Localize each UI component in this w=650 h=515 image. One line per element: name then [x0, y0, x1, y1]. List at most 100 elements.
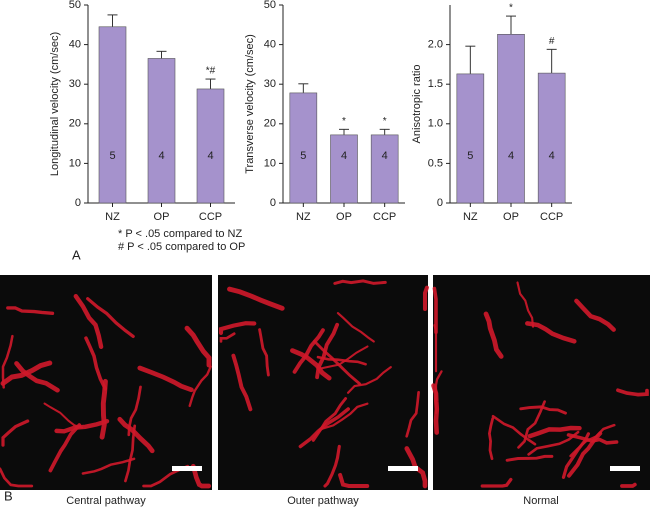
y-tick-label: 50: [264, 0, 276, 11]
y-axis-label: Anisotropic ratio: [411, 65, 423, 144]
stain-streak: [81, 457, 136, 475]
stain-streak: [519, 405, 567, 415]
stain-streak: [316, 355, 367, 366]
stain-streak: [422, 285, 429, 312]
stain-streak: [483, 311, 504, 359]
stain-streak: [43, 402, 84, 429]
y-tick-label: 0.5: [428, 157, 443, 169]
footnote: * P < .05 compared to NZ: [118, 228, 243, 240]
stain-streak: [491, 414, 537, 446]
x-tick-label: NZ: [105, 211, 120, 223]
bar-label: 4: [508, 150, 514, 162]
stain-streak: [404, 446, 428, 489]
panel-label: B: [4, 488, 13, 503]
stain-streak: [336, 312, 375, 343]
stain-streak: [117, 416, 155, 454]
significance-marker: *: [383, 116, 387, 127]
x-tick-label: CCP: [373, 211, 396, 223]
stain-streak: [184, 325, 212, 368]
stain-streak: [480, 477, 513, 488]
x-tick-label: NZ: [463, 211, 478, 223]
stain-streak: [432, 286, 438, 335]
y-tick-label: 1.0: [428, 118, 443, 130]
bar-label: 4: [341, 150, 347, 162]
stain-streak: [0, 360, 53, 386]
y-tick-label: 20: [69, 118, 81, 130]
y-tick-label: 30: [69, 78, 81, 90]
bar: [330, 134, 358, 204]
stain-streak: [566, 431, 603, 478]
bar-label: 5: [467, 150, 473, 162]
stain-streak: [574, 298, 616, 332]
stain-streak: [258, 328, 270, 377]
y-tick-label: 40: [69, 39, 81, 51]
x-tick-label: CCP: [199, 211, 222, 223]
stain-streak: [86, 297, 135, 339]
stain-streak: [488, 417, 495, 461]
stain-streak: [561, 432, 591, 479]
bar-label: 4: [207, 150, 213, 162]
stain-streak: [505, 454, 554, 462]
significance-marker: *: [342, 116, 346, 127]
stain-streak: [292, 328, 325, 374]
y-tick-label: 40: [264, 39, 276, 51]
y-tick-label: 0: [437, 197, 443, 209]
x-tick-label: OP: [336, 211, 352, 223]
bar: [98, 26, 127, 204]
stain-streak: [0, 467, 34, 488]
micrograph: [218, 275, 428, 490]
stain-streak: [48, 423, 82, 473]
significance-marker: *#: [206, 66, 216, 77]
stain-streak: [1, 419, 30, 447]
stain-streak: [6, 306, 55, 315]
bar: [497, 34, 525, 204]
bar-label: 5: [300, 150, 306, 162]
footnote: # P < .05 compared to OP: [118, 241, 245, 253]
bar-label: 5: [109, 150, 115, 162]
significance-marker: #: [549, 36, 555, 47]
image-caption: Normal: [523, 495, 558, 507]
stain-streak: [219, 332, 236, 343]
micrograph: [433, 275, 650, 490]
stain-streak: [405, 390, 420, 438]
stain-streak: [517, 400, 546, 449]
significance-marker: *: [509, 3, 513, 14]
bar-label: 4: [158, 150, 164, 162]
y-tick-label: 0: [270, 197, 276, 209]
stain-streak: [127, 385, 142, 437]
stain-streak: [323, 444, 341, 488]
y-tick-label: 1.5: [428, 78, 443, 90]
stain-streak: [231, 353, 253, 412]
stain-streak: [218, 321, 257, 335]
image-caption: Central pathway: [66, 495, 146, 507]
stain-streak: [190, 463, 212, 489]
scale-bar: [388, 466, 418, 471]
y-tick-label: 0: [75, 197, 81, 209]
y-tick-label: 10: [69, 157, 81, 169]
stain-streak: [616, 388, 649, 397]
scale-bar: [610, 466, 640, 471]
image-caption: Outer pathway: [287, 495, 359, 507]
stain-streak: [1, 334, 14, 389]
y-tick-label: 20: [264, 118, 276, 130]
stain-streak: [73, 293, 104, 350]
stain-streak: [14, 361, 60, 393]
bar: [370, 134, 399, 204]
stain-streak: [620, 482, 637, 488]
y-tick-label: 50: [69, 0, 81, 11]
stain-streak: [227, 286, 285, 311]
x-tick-label: OP: [503, 211, 519, 223]
bar: [537, 72, 566, 204]
stain-streak: [527, 430, 580, 456]
stain-streak: [338, 472, 370, 489]
stain-streak: [124, 424, 137, 483]
stain-streak: [315, 322, 340, 380]
y-axis-label: Transverse velocity (cm/sec): [244, 34, 256, 174]
stain-streak: [312, 339, 362, 386]
y-tick-label: 10: [264, 157, 276, 169]
y-axis-label: Longitudinal velocity (cm/sec): [49, 32, 61, 176]
bar: [196, 88, 225, 204]
bar-label: 4: [382, 150, 388, 162]
bar: [456, 73, 485, 204]
